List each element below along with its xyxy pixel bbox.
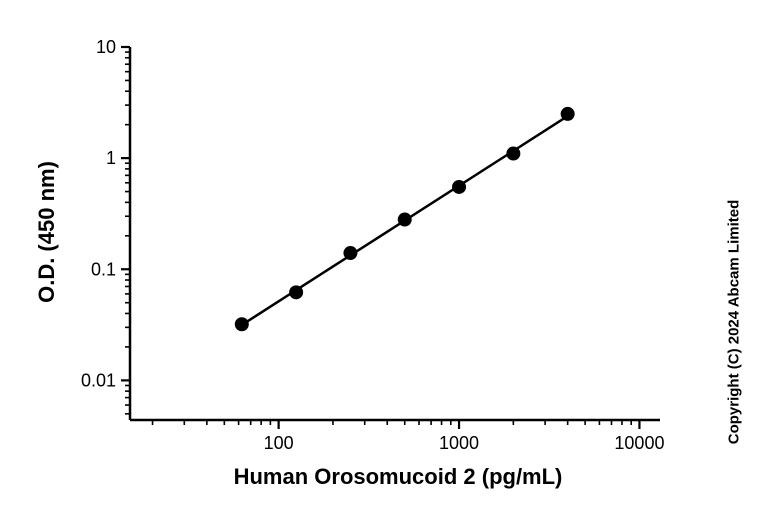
y-axis-label: O.D. (450 nm)	[34, 161, 59, 303]
data-point	[397, 212, 412, 227]
x-tick-label: 1000	[439, 433, 479, 453]
x-tick-label: 100	[264, 433, 294, 453]
data-point	[452, 179, 467, 194]
copyright-notice: Copyright (C) 2024 Abcam Limited	[725, 199, 743, 445]
y-tick-label: 1	[106, 148, 116, 168]
data-point	[234, 317, 249, 332]
y-tick-label: 0.01	[81, 370, 116, 390]
y-tick-label: 0.1	[91, 259, 116, 279]
y-tick-label: 10	[96, 37, 116, 57]
x-axis-label: Human Orosomucoid 2 (pg/mL)	[233, 464, 563, 489]
x-tick-label: 10000	[614, 433, 664, 453]
data-point	[289, 285, 304, 300]
data-point	[506, 146, 521, 161]
data-point	[560, 106, 575, 121]
data-point	[343, 246, 358, 261]
